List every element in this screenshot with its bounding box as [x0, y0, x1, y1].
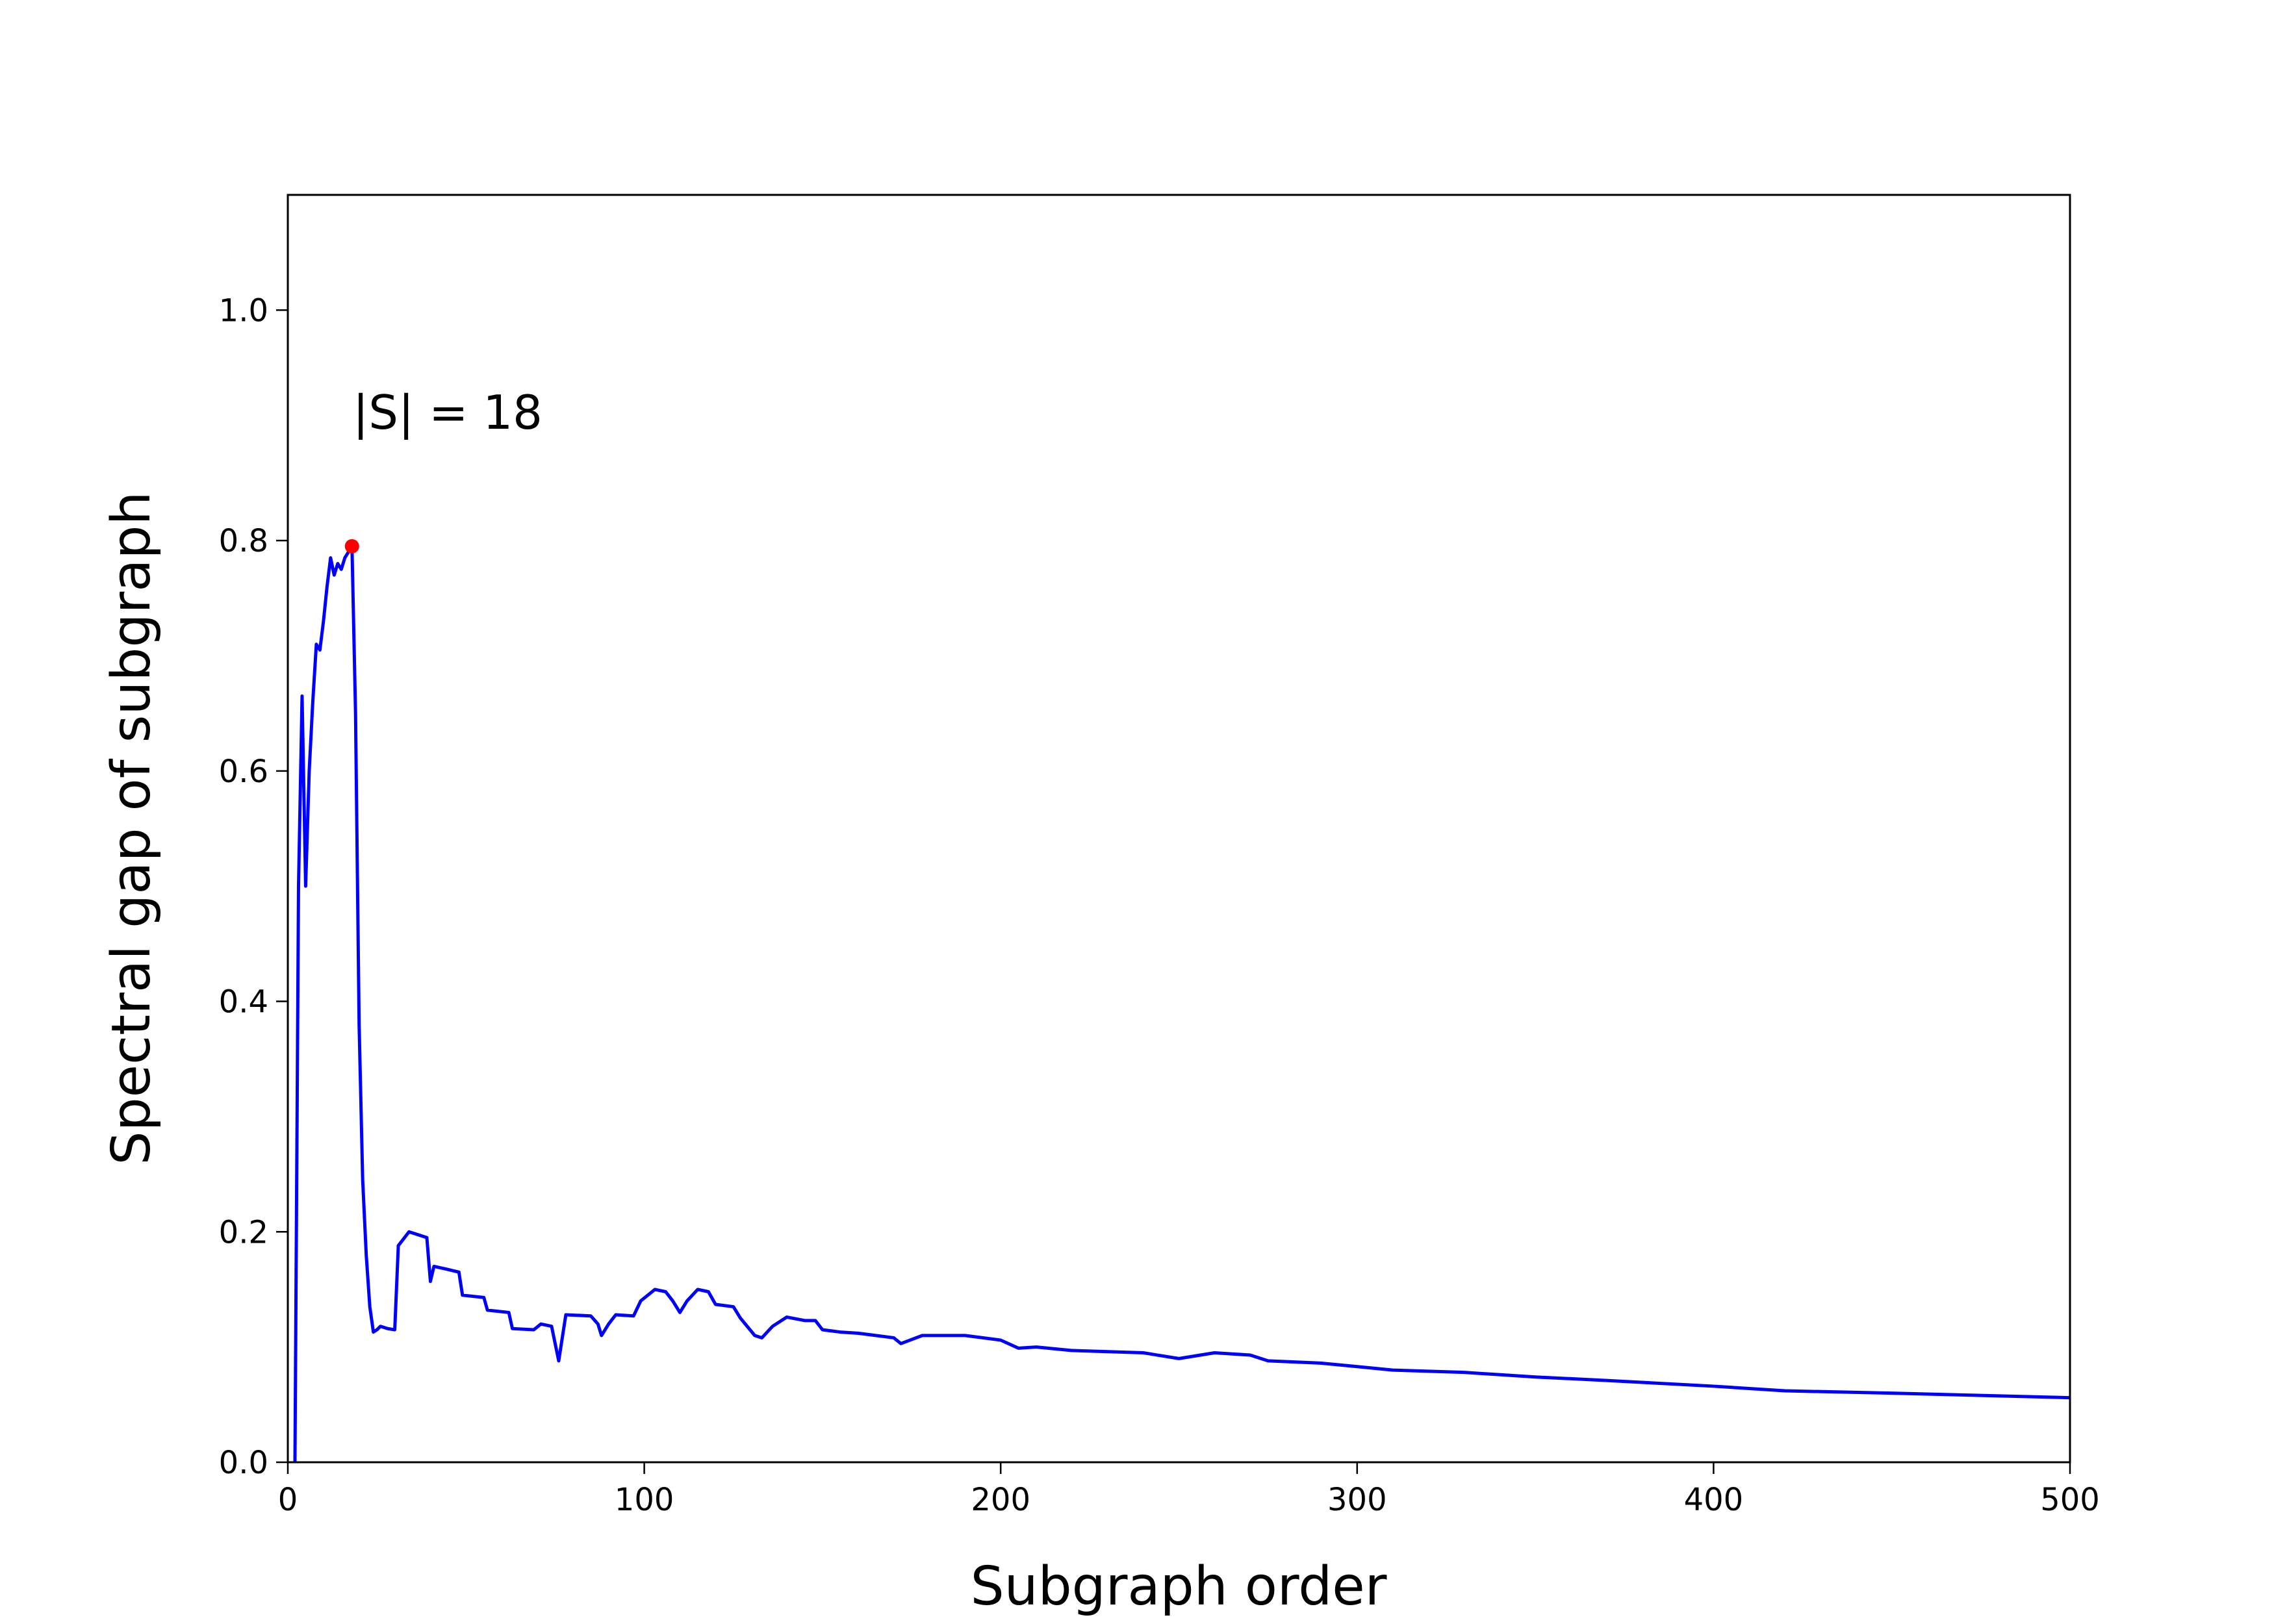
x-tick-label: 200 [971, 1482, 1030, 1518]
line-series [293, 544, 2071, 1463]
x-tick-label: 0 [278, 1482, 298, 1518]
y-tick-label: 0.4 [219, 984, 268, 1021]
y-tick-label: 0.6 [219, 754, 268, 790]
x-axis-label: Subgraph order [971, 1556, 1387, 1618]
x-tick-label: 400 [1684, 1482, 1744, 1518]
x-tick-label: 300 [1327, 1482, 1387, 1518]
y-tick-label: 0.0 [219, 1445, 268, 1481]
annotation: |S| = 18 [353, 385, 543, 440]
highlight-point [344, 539, 359, 553]
y-tick-label: 0.8 [219, 523, 268, 559]
y-tick-label: 1.0 [219, 292, 268, 329]
x-tick-label: 100 [615, 1482, 674, 1518]
y-tick-label: 0.2 [219, 1214, 268, 1250]
x-tick-label: 500 [2040, 1482, 2100, 1518]
y-axis-label: Spectral gap of subgraph [101, 492, 162, 1165]
plot-frame [287, 194, 2071, 1464]
